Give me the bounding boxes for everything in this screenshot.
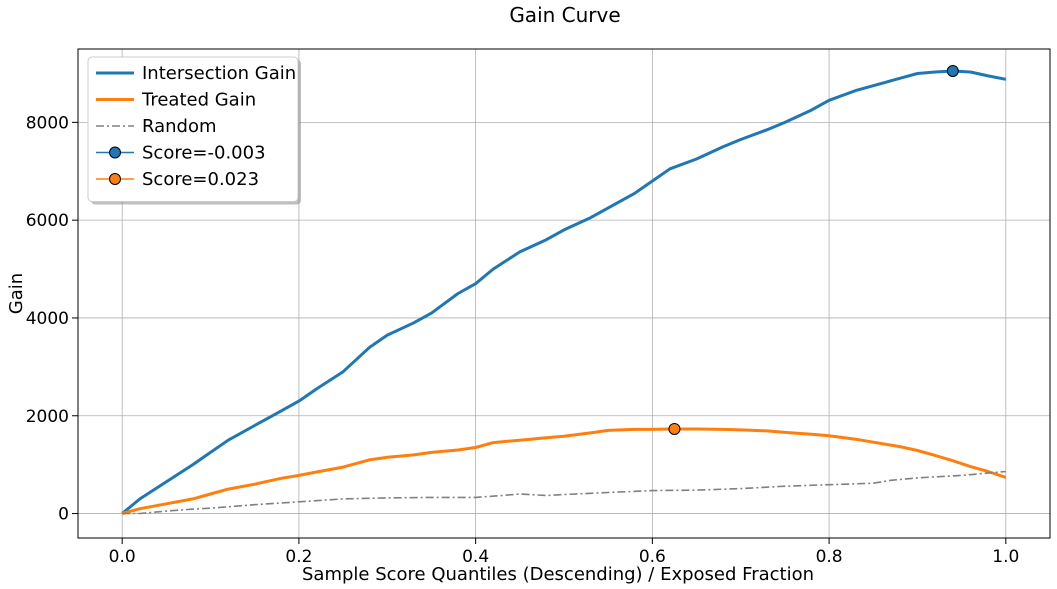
y-tick-label: 4000: [26, 309, 69, 329]
y-tick-label: 2000: [26, 407, 69, 427]
x-tick-label: 0.0: [109, 547, 136, 567]
legend-label-3: Score=-0.003: [142, 143, 266, 164]
series-line-1: [121, 427, 1007, 515]
x-tick-label: 1.0: [992, 547, 1019, 567]
plot-frame: [77, 48, 1051, 539]
chart-title: Gain Curve: [509, 3, 620, 27]
legend-label-2: Random: [142, 116, 217, 137]
score-marker-0: [946, 65, 959, 78]
y-tick-label: 8000: [26, 113, 69, 133]
x-tick-label: 0.4: [462, 547, 489, 567]
tick-layer: 0.0 0.2 0.4 0.6 0.8 1.0 0 2000 4000 6000 8000: [26, 113, 1020, 567]
legend-box: [87, 56, 299, 202]
legend: Intersection Gain Treated Gain Random Score…: [87, 56, 301, 205]
series-line-0: [121, 69, 1007, 515]
marker-layer: [668, 65, 959, 435]
legend-marker-3: [109, 146, 121, 159]
x-tick-label: 0.6: [639, 547, 666, 567]
score-marker-1: [668, 422, 681, 435]
series-line-2: [122, 470, 1006, 515]
legend-marker-4: [109, 173, 121, 185]
x-tick-label: 0.8: [816, 547, 843, 567]
legend-label-1: Treated Gain: [141, 90, 256, 111]
x-axis-title: Sample Score Quantiles (Descending) / Ex…: [302, 564, 814, 585]
y-tick-label: 0: [58, 505, 69, 525]
series-layer: [121, 69, 1007, 515]
y-tick-label: 6000: [26, 211, 69, 231]
legend-label-0: Intersection Gain: [142, 63, 296, 84]
legend-label-4: Score=0.023: [142, 169, 259, 190]
x-tick-label: 0.2: [285, 547, 312, 567]
y-axis-title: Gain: [6, 273, 27, 314]
